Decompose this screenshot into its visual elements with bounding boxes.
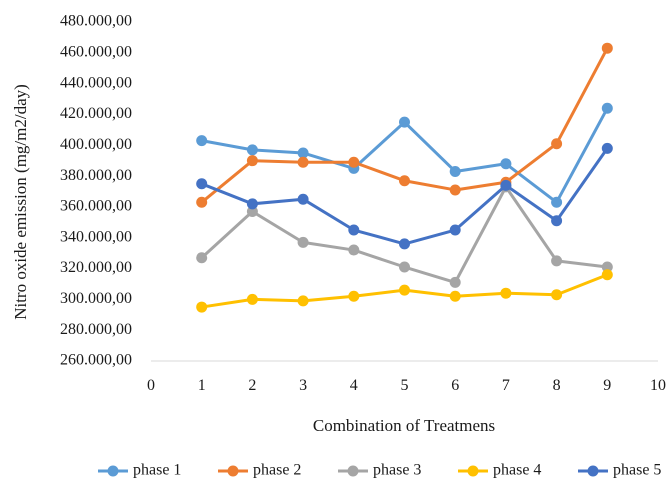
data-point [348, 156, 360, 168]
data-point [246, 206, 258, 218]
legend-marker-icon [227, 465, 239, 477]
x-tick-label: 7 [502, 377, 510, 394]
data-point [297, 295, 309, 307]
data-point [297, 193, 309, 205]
x-tick-label: 10 [650, 377, 666, 394]
data-point [551, 196, 563, 208]
data-point [399, 175, 410, 187]
data-point [196, 252, 208, 264]
data-point [399, 284, 410, 296]
data-point [196, 301, 208, 313]
y-tick-label: 420.000,00 [60, 105, 132, 122]
data-point [500, 287, 512, 299]
legend-item: phase 3 [338, 462, 421, 479]
x-tick-label: 3 [299, 377, 307, 394]
y-tick-label: 440.000,00 [60, 74, 132, 91]
y-tick-label: 360.000,00 [60, 198, 132, 215]
y-tick-label: 300.000,00 [60, 290, 132, 307]
legend-marker-icon [347, 465, 359, 477]
x-axis-ticks: 0 1 2 3 4 5 6 7 8 9 10 [147, 377, 666, 394]
data-point [601, 261, 613, 273]
data-point [348, 224, 360, 236]
data-point [246, 293, 258, 305]
y-tick-label: 400.000,00 [60, 136, 132, 153]
x-tick-label: 2 [248, 377, 256, 394]
data-point [196, 178, 208, 190]
data-point [601, 269, 613, 281]
legend-label: phase 1 [133, 462, 181, 479]
data-point [601, 42, 613, 54]
legend-marker-icon [467, 465, 479, 477]
data-point [601, 102, 613, 114]
data-point [399, 238, 410, 250]
x-tick-label: 5 [401, 377, 409, 394]
data-point [297, 236, 309, 248]
data-point [449, 184, 461, 196]
y-tick-label: 320.000,00 [60, 259, 132, 276]
data-point [297, 156, 309, 168]
y-axis-title-group: Nitro oxide emission (mg/m2/day) [11, 84, 30, 320]
y-tick-label: 480.000,00 [60, 13, 132, 30]
series-phase-1 [196, 102, 613, 208]
x-tick-label: 0 [147, 377, 155, 394]
data-point [449, 276, 461, 288]
data-point [196, 135, 208, 147]
legend-label: phase 3 [373, 462, 421, 479]
data-point [601, 142, 613, 154]
x-tick-label: 1 [198, 377, 206, 394]
data-point [449, 165, 461, 177]
legend: phase 1 phase 2 phase 3 phase 4 phase 5 [98, 462, 661, 479]
data-point [348, 244, 360, 256]
x-tick-label: 9 [603, 377, 611, 394]
x-tick-label: 4 [350, 377, 358, 394]
legend-label: phase 2 [253, 462, 301, 479]
data-point [399, 261, 410, 273]
legend-item: phase 2 [218, 462, 301, 479]
legend-item: phase 1 [98, 462, 181, 479]
data-point [551, 138, 563, 150]
data-point [348, 290, 360, 302]
data-point [399, 116, 410, 128]
data-point [246, 155, 258, 167]
legend-marker-icon [587, 465, 599, 477]
series-phase-5 [196, 142, 613, 250]
data-point [551, 215, 563, 227]
x-axis-title: Combination of Treatmens [313, 416, 495, 435]
data-point [551, 255, 563, 267]
x-tick-label: 8 [553, 377, 561, 394]
data-point [196, 196, 208, 208]
y-tick-label: 340.000,00 [60, 228, 132, 245]
y-tick-label: 280.000,00 [60, 321, 132, 338]
y-tick-label: 380.000,00 [60, 167, 132, 184]
legend-label: phase 5 [613, 462, 661, 479]
y-tick-label: 260.000,00 [60, 352, 132, 369]
y-axis-ticks: 260.000,00 280.000,00 300.000,00 320.000,00… [60, 13, 132, 369]
series-phase-4 [196, 269, 613, 313]
data-point [246, 198, 258, 210]
y-axis-title: Nitro oxide emission (mg/m2/day) [11, 84, 30, 320]
legend-marker-icon [107, 465, 119, 477]
series-layer [196, 42, 613, 313]
data-point [551, 289, 563, 301]
x-tick-label: 6 [451, 377, 459, 394]
data-point [449, 290, 461, 302]
data-point [449, 224, 461, 236]
legend-label: phase 4 [493, 462, 541, 479]
data-point [297, 147, 309, 159]
data-point [246, 144, 258, 156]
y-tick-label: 460.000,00 [60, 43, 132, 60]
data-point [500, 158, 512, 170]
data-point [500, 179, 512, 191]
legend-item: phase 4 [458, 462, 541, 479]
legend-item: phase 5 [578, 462, 661, 479]
